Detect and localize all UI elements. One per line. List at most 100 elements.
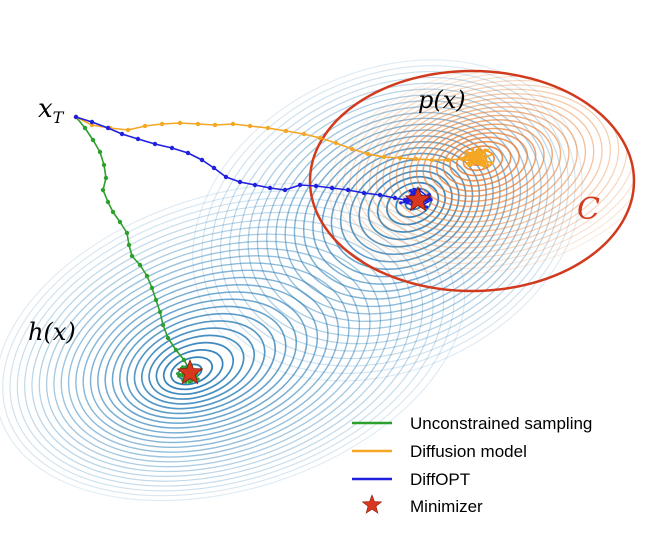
objective-contour-line [133,320,266,410]
objective-contour-line [2,190,455,497]
diffusion-path-point [468,153,472,157]
density-contour-line [375,93,603,239]
diffopt-path-point [252,182,258,188]
diffusion-path-point [476,148,480,152]
diffopt-path-point [223,174,229,180]
density-contour-line [328,71,634,275]
diffopt-path-point [392,195,398,201]
density-contour-line [442,136,520,187]
diffopt-path-point [313,183,319,189]
objective-contour-line [349,158,467,256]
density-contour-line [455,145,504,177]
unconstrained-path-point [129,253,135,259]
objective-contour-line [312,135,494,285]
diffusion-path-point [445,157,451,163]
unconstrained-path-point [173,347,179,353]
unconstrained-path-point [90,137,96,143]
diffusion-path-point [230,121,236,127]
diffusion-path-point [467,157,471,161]
diffopt-path-point [427,192,431,197]
objective-contour-line [45,233,392,468]
diffusion-path-point [142,123,148,129]
legend-label-minimizer: Minimizer [410,497,483,516]
diffusion-path-point [397,155,403,161]
unconstrained-path-point [110,209,116,215]
diffopt-path-point [429,198,433,202]
diffusion-path-point [212,122,218,128]
unconstrained-path-point [105,199,111,205]
density-contour-line [348,75,634,259]
density-contour-line [449,140,512,182]
density-contour-line [342,71,634,264]
diffusion-path-point [466,154,470,158]
diffusion-path-point [464,149,469,153]
density-contour-line [415,119,553,208]
unconstrained-path-point [117,219,123,225]
diffusion-path-point [429,157,435,163]
diffusion-path-point [486,163,490,168]
legend-item-diffusion: Diffusion model [352,442,527,461]
diffusion-path-point [265,125,271,131]
diffusion-path-point [463,157,467,162]
unconstrained-path-point [144,273,150,279]
objective-contour-line [82,269,340,444]
start-point-label: xT [38,94,65,127]
objective-contour-line [170,356,214,386]
objective-contour-line [24,211,424,482]
density-contour-line [422,123,545,203]
legend-item-unconstrained: Unconstrained sampling [352,414,592,433]
unconstrained-path-point [124,230,130,236]
diffopt-path-point [135,136,141,142]
diffusion-path-point [490,161,494,165]
density-contour-line [402,110,570,218]
density-contour-line [435,132,529,192]
minimizer-stars [176,185,432,385]
objective-contour-line [302,129,501,293]
legend-star-icon [361,494,383,514]
diffopt-path-point [377,192,383,198]
unconstrained-path-point [187,380,192,384]
diffusion-path-point [471,151,475,155]
unconstrained-path-point [103,175,109,181]
diffopt-path-point [329,185,335,191]
objective-contour-line [293,123,508,300]
objective-contour-line [229,82,556,352]
diffusion-path-point [177,120,183,126]
objective-contour-line [155,341,235,395]
diffusion-path-point [159,121,165,127]
objective-contour-line [256,100,535,330]
diffusion-path-point [480,154,484,158]
objective-contour-line [0,182,466,502]
diffusion-path-point [473,155,477,159]
diffusion-path-point [247,123,253,129]
unconstrained-path-point [126,242,132,248]
diffopt-path-point [409,189,413,193]
objective-contour-line [339,152,474,263]
diffopt-path-point [152,141,158,147]
legend-item-minimizer: Minimizer [361,494,483,516]
objective-contour-line [104,291,308,429]
objective-contour-line [89,276,329,439]
diffusion-path-point [475,151,479,155]
unconstrained-path-point [196,377,200,381]
diffopt-path-point [211,165,217,171]
objective-contour-line [247,94,542,337]
objective-contour-line [38,226,403,473]
unconstrained-path-point [165,335,171,341]
unconstrained-path-point [176,371,180,376]
diffopt-path-point [412,187,416,192]
diffopt-path-point [297,182,303,188]
unconstrained-path-point [101,162,107,168]
diffopt-path-point [345,187,351,193]
start-point-subscript: T [53,108,65,127]
diffusion-path-point [483,161,487,165]
unconstrained-path-point [160,322,166,328]
unconstrained-path-point [181,374,185,378]
diffusion-path-point [301,131,307,137]
objective-contour-line [321,140,487,278]
objective-contour-line [358,164,460,248]
density-contour-line [369,88,611,244]
diffopt-path-point [237,179,243,185]
unconstrained-path-point [157,309,163,315]
diffopt-path-point [185,150,191,156]
